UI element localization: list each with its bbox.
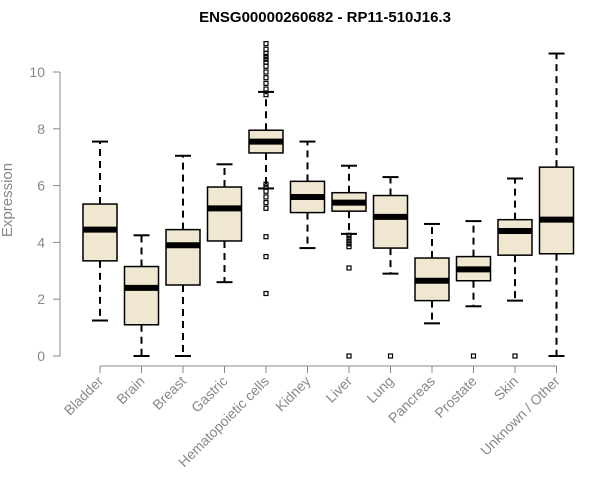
outlier-point: [263, 80, 269, 86]
iqr-box: [372, 194, 409, 249]
outlier-point: [263, 184, 269, 190]
y-tick-label: 4: [37, 234, 45, 250]
boxes-group: [82, 40, 575, 359]
box-hematopoietic-cells: [248, 40, 284, 297]
box-bladder: [82, 140, 118, 322]
box-brain: [123, 234, 160, 357]
outlier-point: [263, 56, 269, 62]
outlier-point: [346, 232, 352, 238]
outlier-point: [512, 353, 518, 359]
outlier-point: [263, 59, 269, 65]
outlier-point: [263, 234, 269, 240]
outlier-point: [263, 50, 269, 57]
outlier-point: [263, 188, 269, 194]
outlier-point: [346, 353, 352, 359]
x-tick-label: Breast: [149, 373, 189, 413]
outlier-point: [263, 254, 269, 260]
y-tick-label: 0: [37, 348, 45, 364]
outlier-point: [387, 353, 394, 359]
outlier-point: [263, 63, 269, 69]
x-tick-label: Brain: [113, 373, 147, 407]
outlier-point: [263, 200, 269, 206]
y-axis-label: Expression: [0, 163, 16, 237]
x-tick-label: Unknown / Other: [477, 373, 563, 459]
chart-title: ENSG00000260682 - RP11-510J16.3: [199, 9, 451, 26]
outlier-point: [346, 241, 352, 247]
outlier-point: [263, 290, 269, 297]
outlier-point: [263, 69, 269, 75]
box-breast: [165, 154, 201, 357]
outlier-point: [263, 181, 269, 187]
box-skin: [497, 177, 533, 359]
x-tick-label: Lung: [363, 373, 396, 406]
y-axis: 0 2 4 6 8 10: [29, 64, 61, 364]
box-gastric: [206, 163, 243, 284]
x-tick-label: Bladder: [61, 373, 107, 419]
box-prostate: [455, 220, 492, 359]
box-kidney: [289, 140, 326, 250]
outlier-point: [263, 194, 269, 200]
iqr-box: [538, 166, 575, 255]
iqr-box: [165, 228, 201, 286]
outlier-point: [263, 46, 269, 52]
outlier-point: [263, 75, 269, 81]
outlier-point: [263, 53, 269, 59]
y-tick-label: 2: [37, 291, 45, 307]
box-lung: [372, 176, 409, 359]
box-pancreas: [414, 222, 450, 325]
outlier-point: [346, 235, 352, 241]
y-tick-label: 6: [37, 178, 45, 194]
outlier-point: [470, 353, 477, 359]
iqr-box: [123, 265, 160, 326]
outlier-point: [263, 86, 269, 92]
x-tick-label: Skin: [491, 373, 522, 404]
y-tick-label: 10: [29, 64, 45, 80]
outlier-point: [346, 265, 352, 271]
outlier-point: [263, 205, 269, 211]
outlier-point: [346, 244, 352, 250]
x-tick-label: Liver: [322, 373, 355, 406]
outlier-point: [346, 238, 352, 244]
outlier-point: [263, 92, 269, 98]
box-liver: [331, 164, 367, 359]
iqr-box: [206, 186, 243, 242]
x-tick-label: Prostate: [431, 373, 479, 421]
x-tick-label: Kidney: [272, 373, 314, 415]
y-tick-label: 8: [37, 121, 45, 137]
iqr-box: [497, 218, 533, 256]
box-unknown-other: [538, 52, 575, 357]
outlier-point: [263, 40, 269, 47]
